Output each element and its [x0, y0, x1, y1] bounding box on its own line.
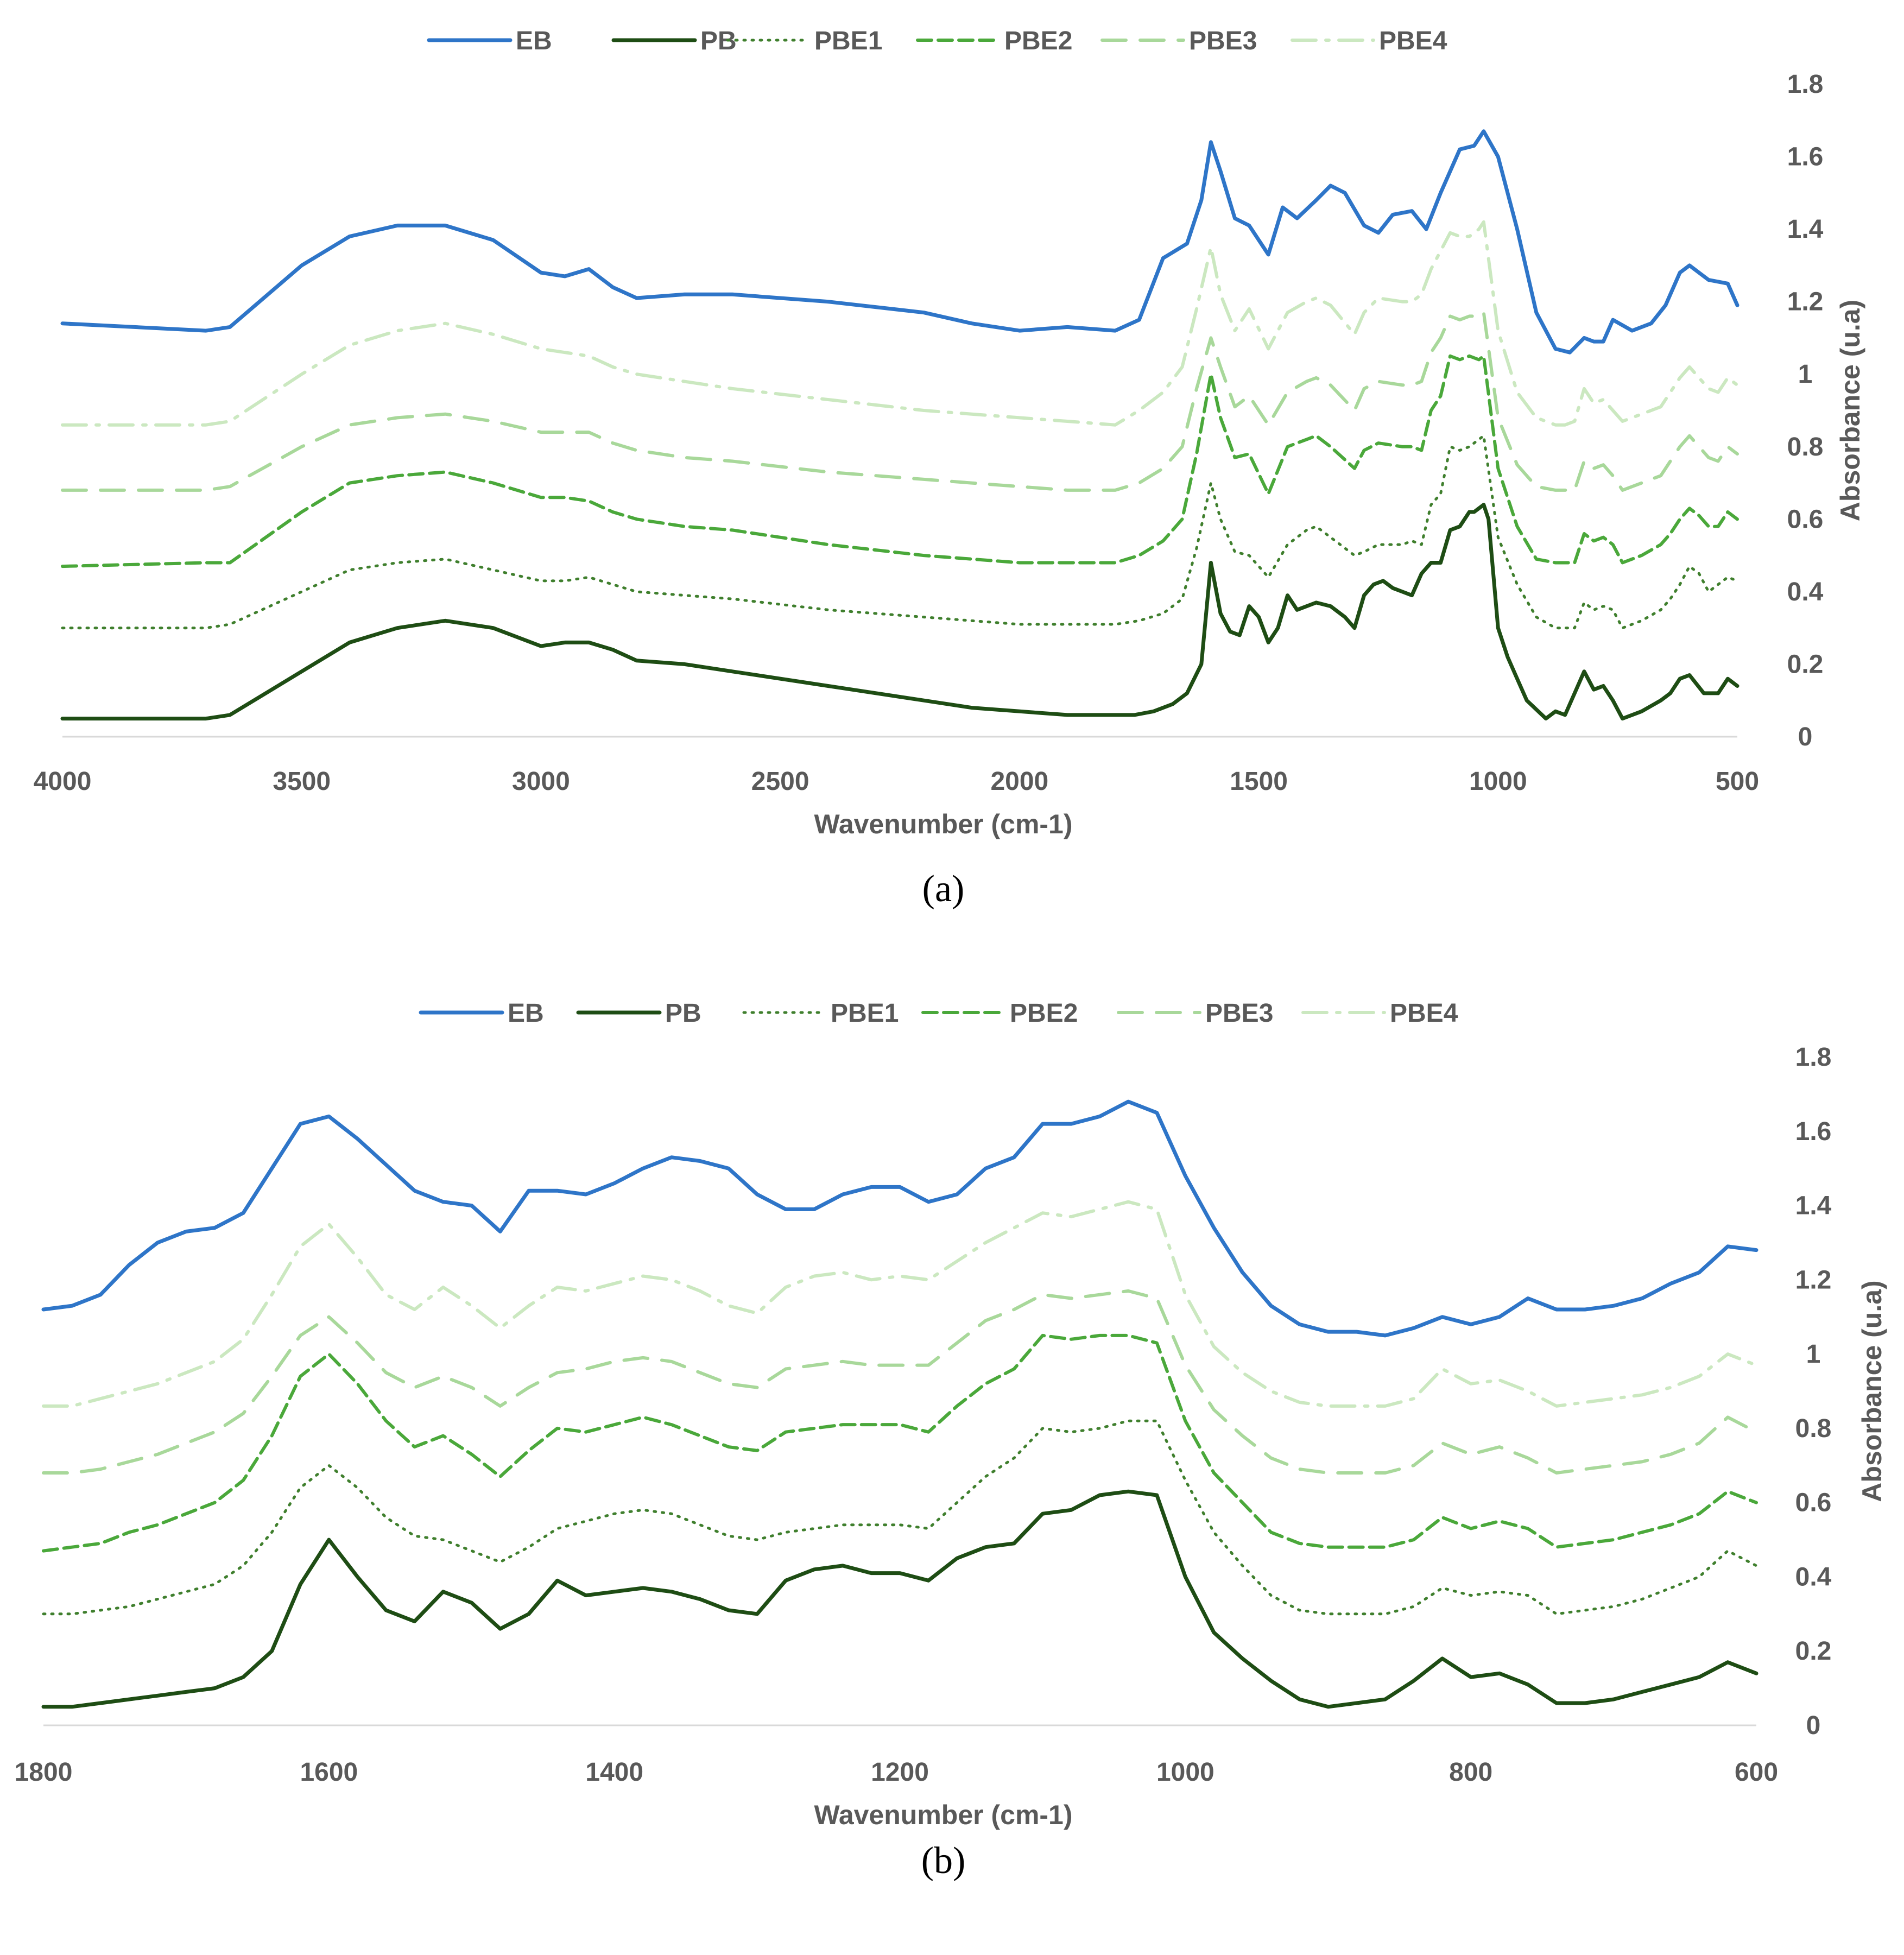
y-axis-title: Absorbance (u.a)	[1857, 1280, 1887, 1502]
series-line-pbe1	[61, 434, 1739, 630]
x-tick-label: 2500	[751, 767, 809, 796]
legend-label-pbe1: PBE1	[814, 27, 882, 55]
x-tick-label: 1200	[871, 1758, 929, 1787]
x-tick-label: 500	[1716, 767, 1759, 796]
series-line-eb	[60, 129, 1739, 355]
series-line-eb	[41, 1099, 1758, 1338]
legend-label-pbe3: PBE3	[1205, 999, 1273, 1028]
y-tick-label: 0.8	[1787, 433, 1824, 461]
chart-panel-b: 1800 1600 1400 1200 1000 800 600 0 0.2 0.4 0.6 0.8 1…	[15, 999, 1887, 1882]
x-tick-label: 1600	[300, 1758, 358, 1787]
y-tick-label: 0.6	[1787, 505, 1824, 534]
series-line-pbe4	[42, 1200, 1758, 1408]
y-tick-label: 1.8	[1787, 70, 1824, 99]
x-tick-label: 2000	[990, 767, 1048, 796]
y-tick-label: 1.4	[1787, 215, 1824, 244]
y-tick-label: 1.4	[1795, 1192, 1832, 1220]
y-tick-label: 0.4	[1795, 1562, 1832, 1591]
y-tick-label: 0.6	[1795, 1489, 1832, 1517]
y-tick-label: 0	[1798, 723, 1813, 751]
y-tick-label: 1.2	[1787, 288, 1824, 317]
series-line-pbe2	[42, 1333, 1758, 1553]
legend-label-pb: PB	[700, 27, 737, 55]
legend-label-pb: PB	[665, 999, 701, 1028]
series-line-pbe2	[61, 354, 1739, 568]
y-tick-label: 1	[1806, 1340, 1821, 1369]
panel-label: (a)	[922, 868, 965, 910]
series-line-pb	[41, 1489, 1758, 1709]
chart-panel-a: 4000 3500 3000 2500 2000 1500 1000 500 0 0.2 0.4 0.…	[34, 27, 1865, 910]
series-line-pbe1	[42, 1419, 1758, 1616]
y-tick-label: 0.8	[1795, 1414, 1832, 1443]
y-tick-label: 0	[1806, 1711, 1821, 1740]
series-line-pbe3	[42, 1289, 1758, 1475]
series-line-pbe4	[61, 220, 1739, 427]
x-tick-label: 3000	[512, 767, 570, 796]
y-tick-label: 0.2	[1787, 650, 1824, 679]
y-tick-label: 1.6	[1787, 143, 1824, 172]
x-tick-label: 1000	[1469, 767, 1527, 796]
x-tick-label: 1800	[15, 1758, 73, 1787]
legend-label-eb: EB	[508, 999, 544, 1028]
y-tick-label: 0.2	[1795, 1637, 1832, 1666]
x-axis-title: Wavenumber (cm-1)	[814, 809, 1072, 839]
y-tick-label: 1.8	[1795, 1043, 1832, 1072]
x-axis-title: Wavenumber (cm-1)	[814, 1800, 1072, 1830]
x-tick-label: 800	[1449, 1758, 1492, 1787]
y-tick-label: 1.2	[1795, 1266, 1832, 1294]
legend-label-pbe4: PBE4	[1379, 27, 1447, 55]
series-line-pb	[60, 503, 1739, 721]
panel-label: (b)	[921, 1840, 966, 1882]
y-axis-title: Absorbance (u.a)	[1835, 300, 1865, 521]
legend-label-pbe3: PBE3	[1189, 27, 1257, 55]
x-tick-label: 600	[1735, 1758, 1778, 1787]
x-tick-label: 1000	[1156, 1758, 1214, 1787]
legend-label-pbe1: PBE1	[831, 999, 899, 1028]
y-tick-label: 1	[1798, 360, 1813, 389]
legend-label-pbe4: PBE4	[1390, 999, 1458, 1028]
legend-label-eb: EB	[516, 27, 552, 55]
y-tick-label: 1.6	[1795, 1117, 1832, 1146]
x-tick-label: 1500	[1230, 767, 1288, 796]
x-tick-label: 1400	[585, 1758, 643, 1787]
y-tick-label: 0.4	[1787, 578, 1824, 606]
legend-label-pbe2: PBE2	[1004, 27, 1072, 55]
x-tick-label: 4000	[34, 767, 92, 796]
x-tick-label: 3500	[273, 767, 331, 796]
legend-label-pbe2: PBE2	[1010, 999, 1078, 1028]
series-line-pbe3	[61, 311, 1739, 492]
